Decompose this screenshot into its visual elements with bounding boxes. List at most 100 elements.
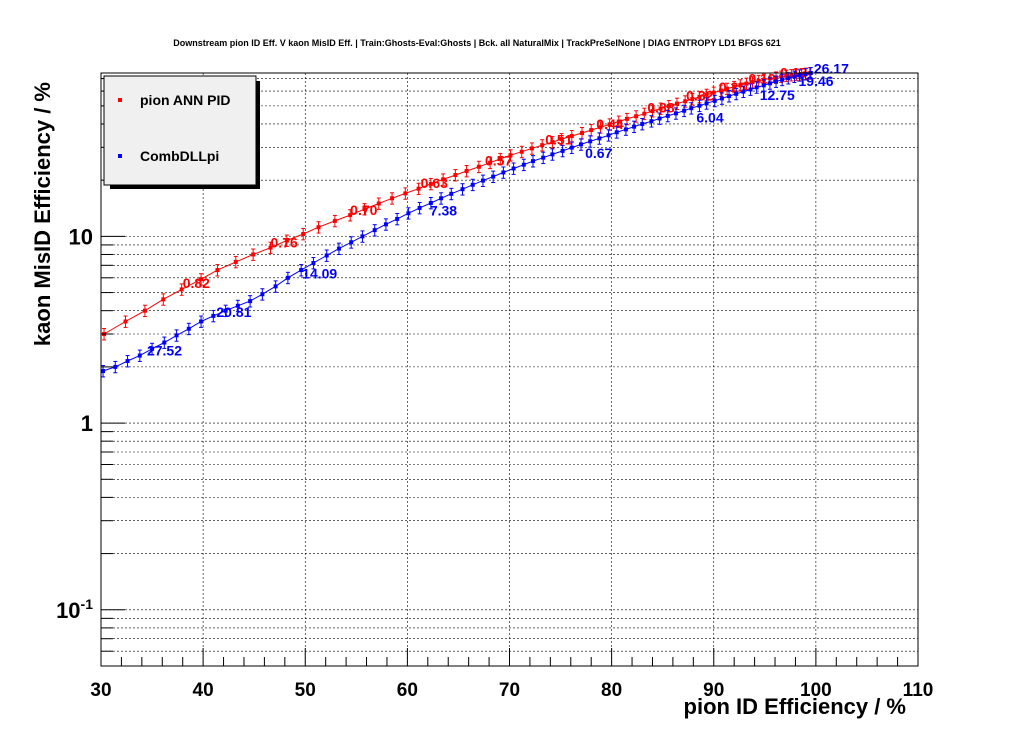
threshold-label: 0.67 <box>585 145 612 161</box>
data-point <box>650 109 655 114</box>
data-point <box>125 359 130 364</box>
data-point <box>727 94 732 99</box>
data-point <box>521 162 526 167</box>
x-tick-label: 80 <box>601 680 622 701</box>
data-point <box>383 222 388 227</box>
data-point <box>199 319 204 324</box>
data-point <box>336 246 341 251</box>
x-tick-label: 70 <box>499 680 520 701</box>
data-point <box>376 201 381 206</box>
data-point <box>390 196 395 201</box>
x-tick-label: 110 <box>903 680 934 701</box>
x-axis-title: pion ID Efficiency / % <box>684 694 906 719</box>
data-point <box>417 205 422 210</box>
data-point <box>789 73 794 78</box>
data-point <box>530 159 535 164</box>
data-point <box>233 259 238 264</box>
threshold-label: 0.51 <box>545 132 572 148</box>
data-point <box>580 130 585 135</box>
data-point <box>123 319 128 324</box>
data-point <box>761 83 766 88</box>
data-point <box>441 177 446 182</box>
data-point <box>348 213 353 218</box>
data-point <box>725 86 730 91</box>
data-point <box>569 145 574 150</box>
data-point <box>113 364 118 369</box>
data-point <box>657 116 662 121</box>
data-point <box>372 228 377 233</box>
data-point <box>784 73 789 78</box>
x-tick-label: 40 <box>193 680 214 701</box>
data-point <box>480 178 485 183</box>
data-point <box>179 287 184 292</box>
legend-label-pion-ann-pid: pion ANN PID <box>140 92 230 108</box>
data-point <box>511 166 516 171</box>
data-point <box>642 111 647 116</box>
threshold-label: 12.75 <box>760 87 795 103</box>
data-point <box>360 234 365 239</box>
y-tick-label: 10 <box>69 224 93 249</box>
data-point <box>799 72 804 77</box>
data-point <box>748 87 753 92</box>
data-point <box>488 160 493 165</box>
threshold-label: 7.38 <box>430 203 457 219</box>
data-point <box>501 170 506 175</box>
data-point <box>362 207 367 212</box>
data-point <box>464 168 469 173</box>
data-point <box>223 308 228 313</box>
data-point <box>697 94 702 99</box>
threshold-label: 0.25 <box>719 79 746 95</box>
data-point <box>756 78 761 83</box>
legend-marker-pion-ann-pid <box>118 98 122 102</box>
threshold-label: 0.70 <box>350 202 377 218</box>
data-point <box>428 200 433 205</box>
data-point <box>697 103 702 108</box>
data-point <box>491 174 496 179</box>
data-point <box>704 92 709 97</box>
data-point <box>794 72 799 77</box>
grid <box>101 73 918 667</box>
data-point <box>738 83 743 88</box>
data-point <box>649 119 654 124</box>
data-point <box>248 299 253 304</box>
series-layer: 0.820.760.700.630.570.510.440.380.320.25… <box>101 61 849 378</box>
legend-box <box>103 75 257 186</box>
data-point <box>634 114 639 119</box>
data-point <box>744 81 749 86</box>
data-point <box>101 369 106 374</box>
x-tick-label: 50 <box>295 680 316 701</box>
legend: pion ANN PID CombDLLpi <box>103 75 260 189</box>
data-point <box>559 137 564 142</box>
data-point <box>476 164 481 169</box>
data-point <box>162 340 167 345</box>
data-point <box>607 122 612 127</box>
data-point <box>712 98 717 103</box>
data-point <box>614 130 619 135</box>
threshold-label: 27.52 <box>147 343 182 359</box>
data-point <box>332 218 337 223</box>
data-point <box>718 88 723 93</box>
legend-marker-combdllpi <box>118 154 122 158</box>
data-point <box>588 139 593 144</box>
series-combdllpi: 27.52 20.81 14.09 7.38 0.67 6.04 12.7519.4626.… <box>101 61 849 378</box>
data-point <box>395 216 400 221</box>
data-point <box>665 113 670 118</box>
data-point <box>673 111 678 116</box>
data-point <box>498 156 503 161</box>
data-point <box>428 181 433 186</box>
data-point <box>683 99 688 104</box>
data-point <box>284 238 289 243</box>
data-point <box>406 211 411 216</box>
data-point <box>251 252 256 257</box>
data-point <box>741 89 746 94</box>
data-point <box>449 191 454 196</box>
data-point <box>453 173 458 178</box>
data-point <box>519 149 524 154</box>
threshold-label: 0.63 <box>421 175 448 191</box>
threshold-label: 20.81 <box>216 304 251 320</box>
data-point <box>311 261 316 266</box>
data-point <box>215 268 220 273</box>
data-point <box>161 297 166 302</box>
